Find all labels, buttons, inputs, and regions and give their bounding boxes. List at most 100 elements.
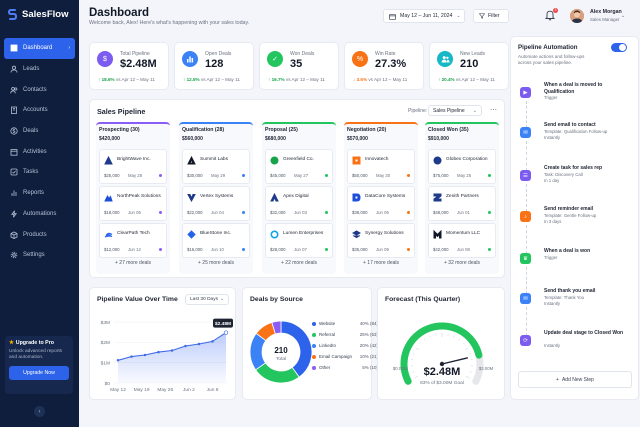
sidebar-item-dashboard[interactable]: Dashboard › <box>4 38 75 59</box>
deal-card[interactable]: Lumen Enterprises $28,000 Jun 07 <box>265 223 333 258</box>
gauge-tick <box>419 342 422 345</box>
sidebar-item-reports[interactable]: Reports <box>4 183 75 204</box>
legend-item[interactable]: Referral 25% (53) <box>312 332 378 337</box>
app-logo[interactable]: SalesFlow <box>8 9 68 20</box>
more-options-icon[interactable]: ⋯ <box>490 107 497 114</box>
automation-step[interactable]: ▶ When a deal is moved to Qualification Tr… <box>518 81 632 109</box>
deal-card[interactable]: Vertex Systems $22,000 Jun 04 <box>182 186 250 221</box>
deal-card[interactable]: ClearPath Tech $12,000 Jun 12 <box>99 223 167 258</box>
data-point[interactable] <box>143 353 147 357</box>
stat-card-total-pipeline[interactable]: $ Total Pipeline $2.48M ↑ 18.6% vs Apr 12 –… <box>89 42 169 90</box>
sidebar-item-accounts[interactable]: Accounts <box>4 100 75 121</box>
deal-card[interactable]: Summit Labs $30,000 May 29 <box>182 149 250 184</box>
x-tick-label: May 12 <box>110 387 126 393</box>
filter-button[interactable]: Filter <box>473 9 509 23</box>
deal-company: Lumen Enterprises <box>283 231 324 236</box>
automation-step[interactable]: ✉ Send thank you email Template: Thank You… <box>518 287 632 315</box>
stat-card-win-rate[interactable]: % Win Rate 27.3% ↓ 3.6% vs Apr 12 – May 11 <box>344 42 424 90</box>
automation-toggle[interactable] <box>611 43 627 52</box>
data-point[interactable] <box>157 350 160 354</box>
sidebar-item-settings[interactable]: Settings <box>4 245 75 266</box>
pipeline-select[interactable]: Sales Pipeline ⌄ <box>428 105 482 116</box>
more-deals-link[interactable]: + 32 more deals <box>444 260 480 266</box>
deal-amount: $38,000 <box>352 210 368 215</box>
more-deals-link[interactable]: + 17 more deals <box>363 260 399 266</box>
sidebar-item-contacts[interactable]: Contacts <box>4 79 75 100</box>
legend-label: LinkedIn <box>319 343 337 348</box>
legend-swatch <box>312 321 316 326</box>
data-point[interactable] <box>184 344 187 348</box>
y-tick-label: $1M <box>101 360 110 366</box>
sidebar-item-activities[interactable]: Activities <box>4 141 75 162</box>
y-tick-label: $3M <box>101 320 110 326</box>
avatar[interactable] <box>570 9 584 23</box>
automation-step[interactable]: ♛ When a deal is won Trigger <box>518 247 632 275</box>
deal-card[interactable]: NorthPeak Solutions $18,000 Jun 05 <box>99 186 167 221</box>
legend-item[interactable]: Website 40% (84) <box>312 321 378 326</box>
y-tick-label: $0 <box>105 381 111 387</box>
more-deals-link[interactable]: + 22 more deals <box>281 260 317 266</box>
more-deals-link[interactable]: + 27 more deals <box>115 260 151 266</box>
automation-step[interactable]: ⟳ Update deal stage to Closed Won Instantl… <box>518 329 632 357</box>
gauge-tick <box>423 338 426 341</box>
stat-card-new-leads[interactable]: New Leads 210 ↑ 20.4% vs Apr 12 – May 11 <box>429 42 509 90</box>
donut-slice-referral[interactable] <box>255 362 300 384</box>
deal-card[interactable]: Greenfield Co. $45,000 May 27 <box>265 149 333 184</box>
legend-item[interactable]: Other 5% (10) <box>312 365 378 370</box>
donut-slice-other[interactable] <box>271 320 282 335</box>
data-point[interactable] <box>211 340 214 343</box>
forecast-value: $2.48M <box>424 366 461 378</box>
more-deals-link[interactable]: + 25 more deals <box>198 260 234 266</box>
deal-date: Jun 01 <box>457 210 470 215</box>
x-tick-label: May 26 <box>157 387 173 393</box>
deal-card[interactable]: DataCore Systems $38,000 Jun 06 <box>347 186 415 221</box>
automation-step[interactable]: ☰ Create task for sales rep Task: Discover… <box>518 164 632 192</box>
deal-card[interactable]: Zenith Partners $48,000 Jun 01 <box>428 186 496 221</box>
sidebar-item-leads[interactable]: Leads <box>4 59 75 80</box>
data-point[interactable] <box>130 355 133 358</box>
legend-item[interactable]: LinkedIn 20% (42) <box>312 343 378 348</box>
deal-card[interactable]: Synergy Solutions $35,000 Jun 09 <box>347 223 415 258</box>
deal-card[interactable]: Momentum LLC $42,000 Jun 08 <box>428 223 496 258</box>
automation-step[interactable]: ✉ Send email to contact Template: Qualific… <box>518 121 632 149</box>
deal-card[interactable]: Apex Digital $32,000 Jun 03 <box>265 186 333 221</box>
data-point[interactable] <box>197 342 201 346</box>
date-range-dropdown[interactable]: Last 30 Days ⌄ <box>185 294 229 305</box>
chart-tooltip <box>213 318 233 328</box>
sidebar-item-products[interactable]: Products <box>4 224 75 245</box>
building-icon <box>11 107 17 115</box>
gauge-tick <box>465 376 470 379</box>
gauge-min-label: $0.00M <box>393 366 408 371</box>
notifications-bell-icon[interactable] <box>544 9 556 21</box>
stat-label: Win Rate <box>375 51 396 57</box>
add-step-button[interactable]: + Add New Step <box>518 371 632 388</box>
deal-card[interactable]: Globex Corporation $75,000 May 25 <box>428 149 496 184</box>
automation-step[interactable]: ♪ Send reminder email Template: Gentle Fol… <box>518 205 632 233</box>
step-connector <box>526 225 527 254</box>
deal-card[interactable]: BlueStone Inc. $16,000 Jun 10 <box>182 223 250 258</box>
legend-item[interactable]: Email Campaign 10% (21) <box>312 354 378 359</box>
stat-change-period: vs Apr 12 – May 11 <box>285 77 325 82</box>
user-menu-chevron-icon[interactable]: ⌄ <box>621 13 626 19</box>
page-subtitle: Welcome back, Alex! Here's what's happen… <box>89 20 250 26</box>
data-point[interactable] <box>223 330 229 335</box>
users-icon <box>437 51 453 67</box>
date-range-picker[interactable]: May 12 – Jun 11, 2024 ⌄ <box>383 9 465 23</box>
calendar-icon <box>10 148 18 156</box>
collapse-sidebar-button[interactable]: ‹ <box>34 406 45 417</box>
data-point[interactable] <box>116 358 120 362</box>
data-point[interactable] <box>170 349 174 352</box>
stat-card-won-deals[interactable]: ✓ Won Deals 35 ↑ 16.7% vs Apr 12 – May 11 <box>259 42 339 90</box>
bell-icon: ♪ <box>520 211 531 222</box>
stat-card-open-deals[interactable]: Open Deals 128 ↑ 12.5% vs Apr 12 – May 11 <box>174 42 254 90</box>
deal-card[interactable]: BrightWave Inc. $25,000 May 28 <box>99 149 167 184</box>
sidebar-item-tasks[interactable]: Tasks <box>4 162 75 183</box>
deal-date: May 28 <box>128 173 143 178</box>
deal-card[interactable]: Innovatech $50,000 May 30 <box>347 149 415 184</box>
sidebar-item-automations[interactable]: Automations <box>4 204 75 225</box>
sidebar-item-deals[interactable]: Deals <box>4 121 75 142</box>
deal-status-dot <box>488 211 491 214</box>
legend-label: Email Campaign <box>319 354 353 359</box>
upgrade-button[interactable]: Upgrade Now <box>9 365 69 380</box>
legend-swatch <box>312 354 316 359</box>
